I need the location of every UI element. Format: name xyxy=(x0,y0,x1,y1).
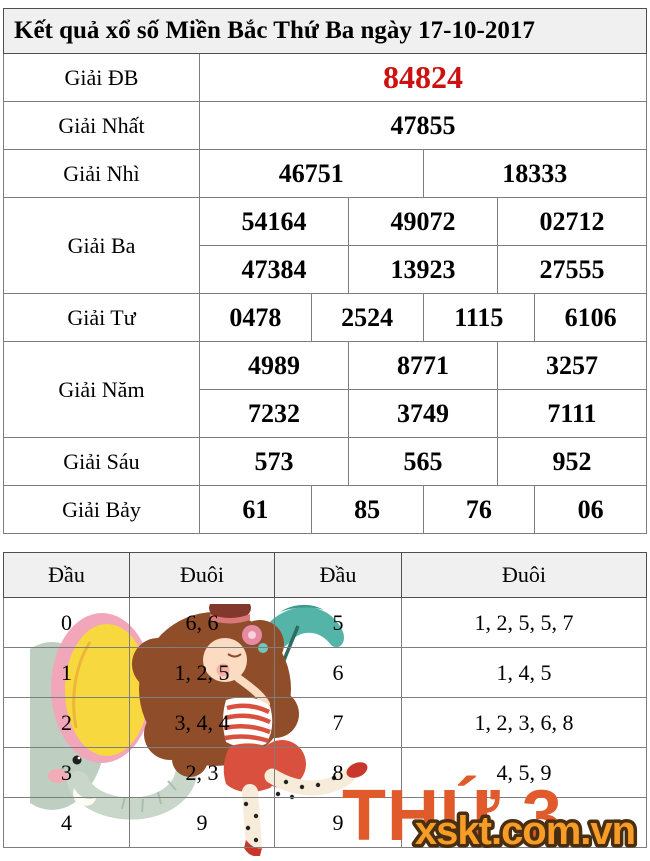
prize-value: 85 xyxy=(310,485,424,534)
tail-digits: 1, 2, 5 xyxy=(129,647,275,698)
prize-value: 8771 xyxy=(348,341,498,390)
prize-row: 7232 3749 7111 xyxy=(4,389,647,438)
prize-value: 3749 xyxy=(348,389,498,438)
title-row: Kết quả xổ số Miền Bắc Thứ Ba ngày 17-10… xyxy=(3,8,647,54)
watermark-text: xskt.com.vn xyxy=(415,809,635,853)
tail-digits: 1, 2, 3, 6, 8 xyxy=(401,697,647,748)
tail-digits: 6, 6 xyxy=(129,597,275,648)
prize-label: Giải Bảy xyxy=(3,485,200,534)
prize-row: Giải Năm 4989 8771 3257 xyxy=(3,341,647,438)
weekday-stamp: THỨ 3 xyxy=(342,776,563,856)
tail-digits: 9 xyxy=(129,797,275,848)
prize-row: 47384 13923 27555 xyxy=(4,245,647,294)
head-tail-row: 0 6, 6 5 1, 2, 5, 5, 7 xyxy=(3,597,647,648)
prize-label: Giải Tư xyxy=(3,293,200,342)
head-digit: 4 xyxy=(3,797,130,848)
prize-label: Giải Ba xyxy=(3,197,200,294)
head-column-header: Đầu xyxy=(274,552,402,598)
prize-value: 47384 xyxy=(199,245,349,294)
head-digit: 3 xyxy=(3,747,130,798)
prize-value: 0478 xyxy=(199,293,312,342)
prize-value: 06 xyxy=(534,485,647,534)
prize-row: Giải Sáu 573 565 952 xyxy=(3,437,647,486)
prize-label: Giải Sáu xyxy=(3,437,200,486)
prize-label: Giải Nhất xyxy=(3,101,200,150)
prize-value: 76 xyxy=(422,485,536,534)
tail-digits: 2, 3 xyxy=(129,747,275,798)
prize-value: 2524 xyxy=(310,293,424,342)
page-title: Kết quả xổ số Miền Bắc Thứ Ba ngày 17-10… xyxy=(3,8,647,54)
tail-digits: 3, 4, 4 xyxy=(129,697,275,748)
prize-value: 4989 xyxy=(199,341,349,390)
prize-value: 7232 xyxy=(199,389,349,438)
watermark-logo: xskt.com.vn xyxy=(411,807,639,855)
tail-digits: 4, 5, 9 xyxy=(401,747,647,798)
special-prize-value: 84824 xyxy=(199,53,647,102)
prize-table: Kết quả xổ số Miền Bắc Thứ Ba ngày 17-10… xyxy=(3,8,647,534)
prize-value: 6106 xyxy=(534,293,647,342)
prize-row: Giải Tư 0478 2524 1115 6106 xyxy=(3,293,647,342)
head-digit: 5 xyxy=(274,597,402,648)
prize-value: 61 xyxy=(199,485,312,534)
head-column-header: Đầu xyxy=(3,552,130,598)
prize-value: 49072 xyxy=(348,197,498,246)
prize-table-body: Giải ĐB 84824 Giải Nhất 47855 Giải Nhì 46751 1… xyxy=(3,53,647,534)
prize-value: 7111 xyxy=(497,389,647,438)
prize-value: 27555 xyxy=(497,245,647,294)
head-digit: 0 xyxy=(3,597,130,648)
head-digit: 1 xyxy=(3,647,130,698)
tail-digits xyxy=(401,797,647,848)
prize-label: Giải Nhì xyxy=(3,149,200,198)
prize-value: 13923 xyxy=(348,245,498,294)
tail-digits: 1, 4, 5 xyxy=(401,647,647,698)
prize-value: 565 xyxy=(348,437,498,486)
prize-row: Giải Nhì 46751 18333 xyxy=(3,149,647,198)
head-digit: 9 xyxy=(274,797,402,848)
head-tail-body: 0 6, 6 5 1, 2, 5, 5, 7 1 1, 2, 5 6 1, 4, 5 2 3, 4… xyxy=(3,597,647,848)
prize-value: 3257 xyxy=(497,341,647,390)
tail-column-header: Đuôi xyxy=(401,552,647,598)
prize-value: 573 xyxy=(199,437,349,486)
prize-row: Giải Ba 54164 49072 02712 xyxy=(3,197,647,294)
head-digit: 7 xyxy=(274,697,402,748)
prize-value: 18333 xyxy=(422,149,647,198)
prize-value: 1115 xyxy=(422,293,536,342)
prize-value: 02712 xyxy=(497,197,647,246)
prize-value: 46751 xyxy=(199,149,424,198)
prize-label: Giải Năm xyxy=(3,341,200,438)
head-tail-header-row: Đầu Đuôi Đầu Đuôi xyxy=(3,552,647,598)
head-digit: 6 xyxy=(274,647,402,698)
prize-row: Giải Bảy 61 85 76 06 xyxy=(3,485,647,534)
prize-label: Giải ĐB xyxy=(3,53,200,102)
head-digit: 2 xyxy=(3,697,130,748)
head-tail-table: Đầu Đuôi Đầu Đuôi 0 6, 6 5 1, 2, 5, 5, 7 1 1,… xyxy=(3,552,647,848)
prize-value: 54164 xyxy=(199,197,349,246)
tail-column-header: Đuôi xyxy=(129,552,275,598)
prize-value: 952 xyxy=(497,437,647,486)
prize-row: Giải ĐB 84824 xyxy=(3,53,647,102)
prize-row: Giải Nhất 47855 xyxy=(3,101,647,150)
head-tail-row: 1 1, 2, 5 6 1, 4, 5 xyxy=(3,647,647,698)
tail-digits: 1, 2, 5, 5, 7 xyxy=(401,597,647,648)
head-tail-row: 3 2, 3 8 4, 5, 9 xyxy=(3,747,647,798)
prize-value: 47855 xyxy=(199,101,647,150)
head-tail-row: 2 3, 4, 4 7 1, 2, 3, 6, 8 xyxy=(3,697,647,748)
